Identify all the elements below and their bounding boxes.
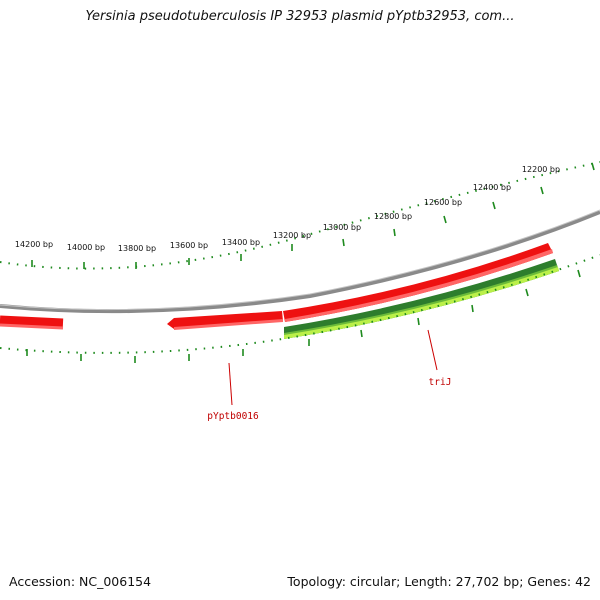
tick-label: 13000 bp [323,223,361,232]
outer-tick-ring [0,161,600,270]
gene-pyptb0016-shade [174,319,283,330]
tick-labels: 14200 bp 14000 bp 13800 bp 13600 bp 1340… [15,165,560,253]
inner-major-ticks [26,269,581,363]
gene-trij [284,259,559,339]
topology-summary: Topology: circular; Length: 27,702 bp; G… [287,574,591,589]
inner-tick-ring [0,254,600,354]
tick-label: 12200 bp [522,165,560,174]
tick-label: 13800 bp [118,244,156,253]
map-title: Yersinia pseudotuberculosis IP 32953 pla… [85,9,515,24]
tick-label: 14200 bp [15,240,53,249]
tick-label: 13600 bp [170,241,208,250]
leader-pyptb0016 [228,362,233,406]
tick-label: 12800 bp [374,212,412,221]
accession-text: Accession: NC_006154 [9,574,152,589]
outer-major-ticks [31,162,595,269]
gene-pyptb0016 [167,311,283,329]
gene-trij-light [284,267,559,339]
leader-trij [427,329,438,371]
gene-left-fragment-shade [0,323,64,330]
gene-label-trij: triJ [429,377,452,388]
gene-forward-large-shade [285,249,553,322]
backbone-arc [0,210,600,314]
tick-label: 12400 bp [473,183,511,192]
tick-label: 13400 bp [222,238,260,247]
tick-label: 14000 bp [67,243,105,252]
gene-label-pyptb0016: pYptb0016 [207,411,259,422]
tick-label: 13200 bp [273,231,311,240]
gene-left-fragment [0,315,64,328]
backbone-arc-highlight [0,209,600,311]
tick-label: 12600 bp [424,198,462,207]
gene-forward-large [283,243,553,322]
